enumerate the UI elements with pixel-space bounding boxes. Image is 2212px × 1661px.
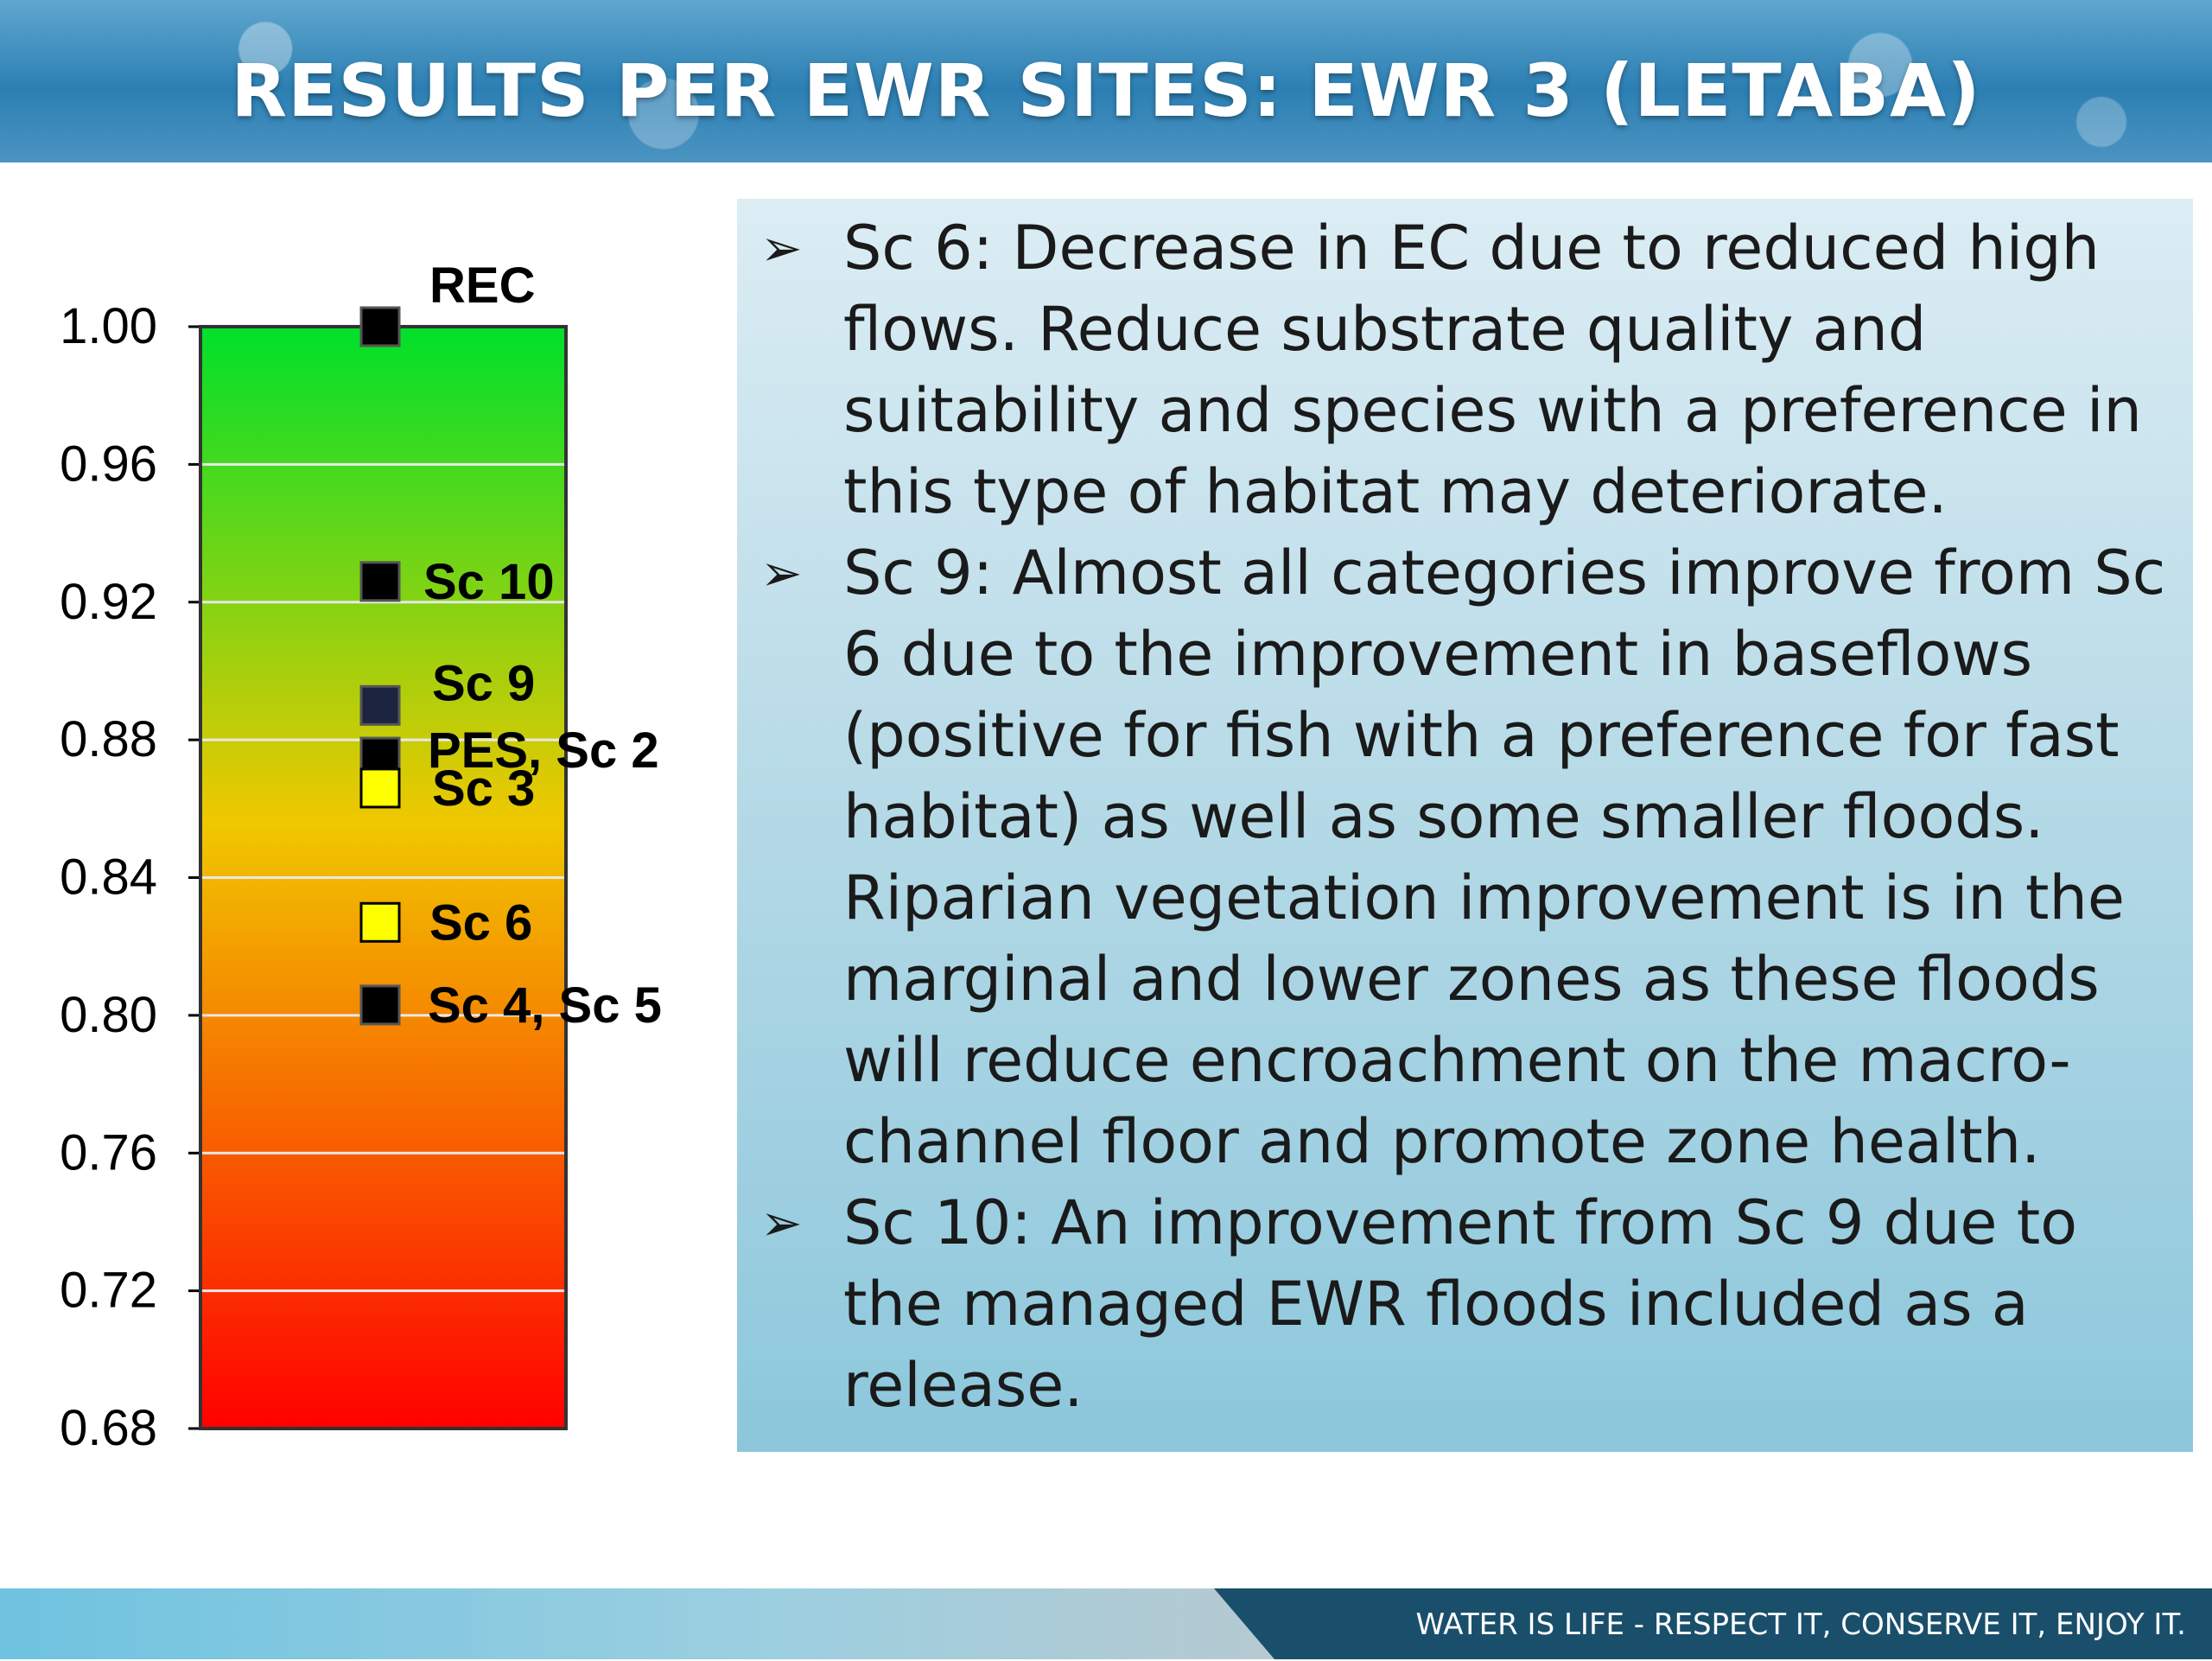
footer-slogan: WATER IS LIFE - RESPECT IT, CONSERVE IT,…: [1415, 1607, 2187, 1642]
text-panel: [737, 199, 2193, 1452]
data-point-label: REC: [429, 258, 535, 314]
arrow-bullet-icon: ➢: [760, 1193, 803, 1252]
bullet-item: ➢ Sc 9: Almost all categories improve fro…: [760, 532, 2177, 1182]
y-tick-label: 0.76: [60, 1124, 157, 1181]
page-title: RESULTS PER EWR SITES: EWR 3 (LETABA): [231, 48, 1981, 133]
arrow-bullet-icon: ➢: [760, 219, 803, 277]
footer-band: [1214, 1588, 2212, 1659]
data-point-label: Sc 9: [432, 655, 535, 711]
y-tick-label: 1.00: [60, 298, 157, 354]
data-point-label: PES, Sc 2: [428, 722, 659, 779]
bullet-item: ➢ Sc 10: An improvement from Sc 9 due to …: [760, 1182, 2177, 1426]
y-tick-label: 0.92: [60, 574, 157, 630]
y-tick-label: 0.80: [60, 987, 157, 1043]
header-banner: RESULTS PER EWR SITES: EWR 3 (LETABA): [0, 0, 2212, 162]
bullet-text: Sc 9: Almost all categories improve from…: [843, 538, 2166, 1177]
data-point-marker: [359, 901, 401, 943]
bullet-text: Sc 10: An improvement from Sc 9 due to t…: [843, 1187, 2078, 1421]
data-point-marker: [359, 684, 401, 726]
y-tick-label: 0.96: [60, 436, 157, 492]
data-point-label: Sc 6: [429, 894, 532, 951]
y-tick-label: 0.88: [60, 711, 157, 767]
data-point-marker: [359, 767, 401, 809]
data-point-label: Sc 3: [432, 760, 535, 817]
bullet-item: ➢ Sc 6: Decrease in EC due to reduced hig…: [760, 207, 2177, 532]
data-point-marker: [359, 306, 401, 347]
arrow-bullet-icon: ➢: [760, 544, 803, 602]
data-point-marker: [359, 561, 401, 602]
score-chart: 0.68 0.72 0.76 0.80 0.84 0.88 0.92 0.96 1.00 REC S…: [60, 258, 662, 1456]
data-point-label: Sc 4, Sc 5: [428, 977, 662, 1034]
data-point-marker: [359, 984, 401, 1026]
y-tick-label: 0.68: [60, 1400, 157, 1456]
bullet-text: Sc 6: Decrease in EC due to reduced high…: [843, 213, 2142, 527]
y-tick-label: 0.72: [60, 1263, 157, 1319]
bullet-list: ➢ Sc 6: Decrease in EC due to reduced hig…: [760, 207, 2177, 1426]
data-point-label: Sc 10: [423, 554, 555, 610]
y-tick-label: 0.84: [60, 850, 157, 906]
